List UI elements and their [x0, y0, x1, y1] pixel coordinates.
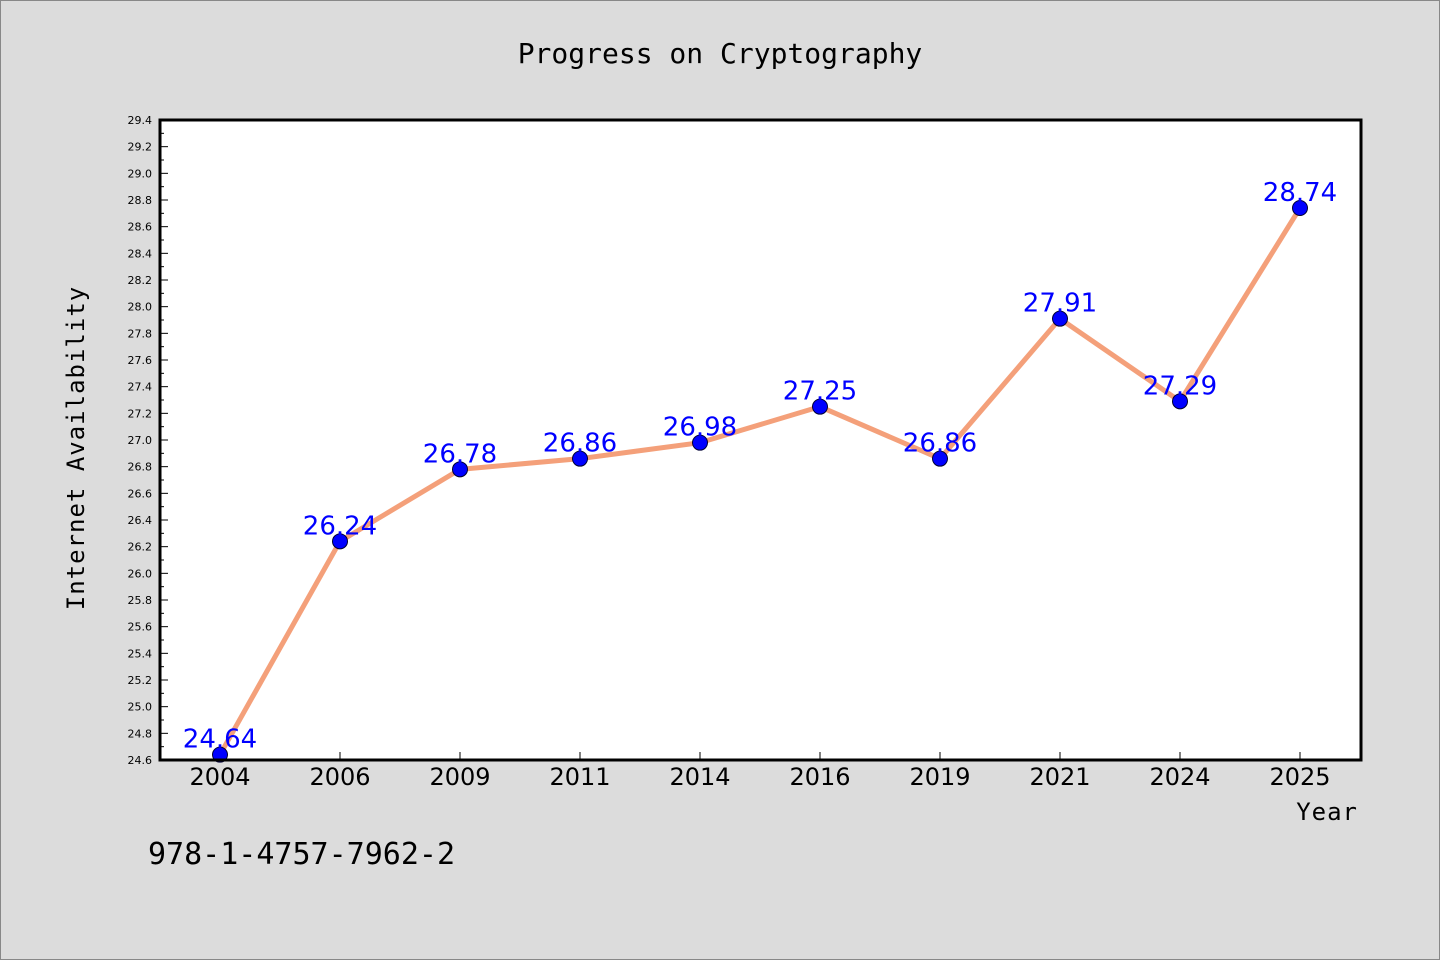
y-tick-label: 26.2 [128, 541, 153, 554]
data-label: 24.64 [183, 725, 257, 755]
data-label: 26.98 [663, 413, 737, 443]
data-point [1292, 200, 1308, 216]
y-tick-label: 27.8 [128, 327, 153, 340]
data-labels-group: 24.64 26.24 26.78 26.86 26.98 27.25 26.86 27.91… [183, 178, 1337, 755]
y-tick-label: 27.0 [128, 434, 153, 447]
data-point [932, 450, 948, 467]
y-tick-label: 28.2 [128, 274, 153, 287]
y-tick-label: 29.0 [128, 167, 153, 180]
y-tick-label: 26.8 [128, 461, 153, 474]
y-tick-label: 27.2 [128, 407, 153, 420]
x-tick-label: 2021 [1029, 763, 1090, 791]
y-tick-label: 25.8 [128, 594, 153, 607]
x-tick-label: 2019 [909, 763, 970, 791]
plot-area [160, 120, 1361, 760]
y-axis-label: Internet Availability [62, 286, 90, 610]
y-tick-label: 25.0 [128, 701, 153, 714]
data-label: 26.24 [303, 511, 377, 541]
data-point [692, 434, 708, 451]
data-label: 26.86 [903, 429, 977, 459]
y-tick-label: 28.0 [128, 301, 153, 314]
x-tick-label: 2016 [789, 763, 850, 791]
data-point [332, 533, 348, 550]
y-tick-label: 24.6 [128, 754, 153, 767]
x-tick-label: 2004 [189, 763, 250, 791]
y-tick-label: 26.4 [128, 514, 153, 527]
footnote-isbn: 978-1-4757-7962-2 [148, 837, 455, 872]
data-point [1172, 393, 1188, 410]
y-tick-label: 25.6 [128, 621, 153, 634]
x-tick-label: 2024 [1149, 763, 1210, 791]
y-tick-label: 26.6 [128, 487, 153, 500]
chart-title: Progress on Cryptography [518, 37, 923, 70]
y-tick-label: 29.4 [128, 114, 153, 127]
y-tick-label: 29.2 [128, 141, 153, 154]
plot-frame [158, 118, 1363, 762]
y-tick-label: 28.6 [128, 221, 153, 234]
y-tick-label: 24.8 [128, 727, 153, 740]
data-label: 27.91 [1023, 289, 1097, 319]
x-tick-label: 2009 [429, 763, 490, 791]
x-tick-label: 2014 [669, 763, 730, 791]
x-tick-label: 2006 [309, 763, 370, 791]
data-point [1052, 310, 1068, 327]
y-tick-label: 28.8 [128, 194, 153, 207]
x-tick-label: 2011 [549, 763, 610, 791]
y-tick-label: 27.4 [128, 381, 153, 394]
data-label: 28.74 [1263, 178, 1337, 208]
y-tick-label: 25.4 [128, 647, 153, 660]
y-tick-label: 28.4 [128, 247, 153, 260]
data-label: 27.29 [1143, 371, 1217, 401]
series-line [217, 205, 1303, 758]
series-line-group [217, 205, 1303, 758]
x-axis-label: Year [1296, 798, 1358, 826]
data-point [572, 450, 588, 467]
y-tick-label: 25.2 [128, 674, 153, 687]
data-point [212, 746, 228, 763]
data-label: 26.78 [423, 439, 497, 469]
y-tick-label: 27.6 [128, 354, 153, 367]
y-axis-ticks: 24.6 24.8 25.0 25.2 25.4 25.6 25.8 26.0 26.2 26.4… [128, 114, 168, 767]
data-label: 27.25 [783, 377, 857, 407]
data-point [452, 461, 468, 478]
data-point [812, 398, 828, 415]
x-tick-label: 2025 [1269, 763, 1330, 791]
y-tick-label: 26.0 [128, 567, 153, 580]
markers-group [212, 200, 1308, 763]
data-label: 26.86 [543, 429, 617, 459]
x-axis-ticks: 2004 2006 2009 2011 2014 2016 2019 2021 2024 2025 [189, 752, 1331, 791]
